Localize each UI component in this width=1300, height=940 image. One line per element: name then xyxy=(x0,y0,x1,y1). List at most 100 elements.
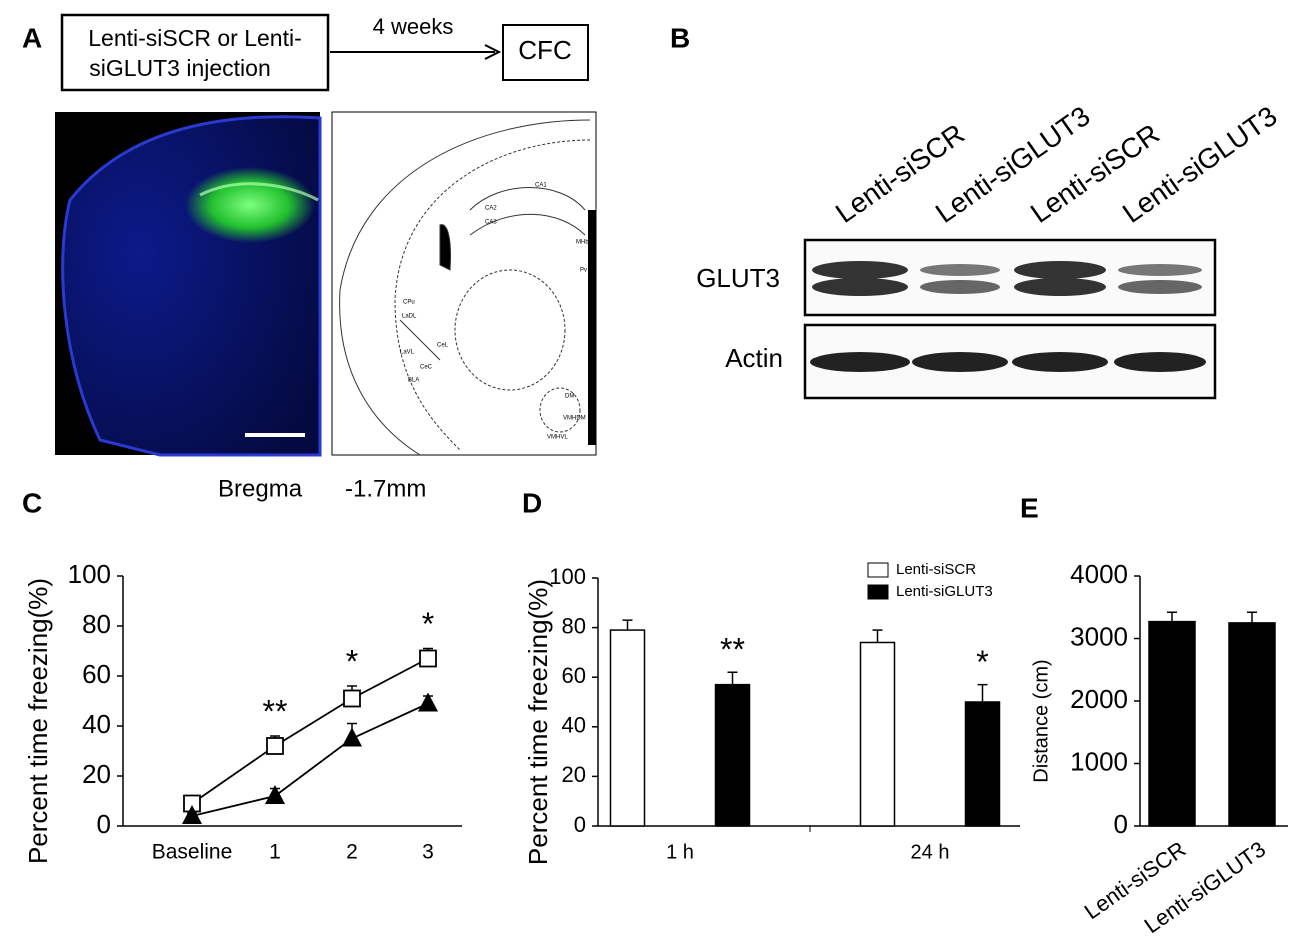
gfp-signal xyxy=(185,167,315,243)
lane-label: Lenti-siGLUT3 xyxy=(930,100,1096,229)
x-tick-label: 24 h xyxy=(911,841,950,863)
y-tick-label: 20 xyxy=(562,762,586,787)
marker xyxy=(342,727,362,747)
y-tick-label: 0 xyxy=(1114,809,1128,839)
panel-label: A xyxy=(22,22,42,53)
x-tick-label: 3 xyxy=(422,841,434,864)
panel-label: C xyxy=(22,487,42,518)
atlas-label: MHb xyxy=(576,240,589,246)
image-frame xyxy=(331,111,597,456)
box xyxy=(60,13,330,92)
marker xyxy=(265,785,285,804)
atlas-label: CeL xyxy=(437,343,449,349)
atlas-label: VMHDM xyxy=(563,416,586,422)
caption: Bregma xyxy=(218,475,303,502)
annotation: * xyxy=(976,644,988,680)
bar xyxy=(1228,622,1276,827)
timeline-diagram: Lenti-siSCR or Lenti- siGLUT3 injection … xyxy=(60,13,589,92)
brain-section xyxy=(61,115,322,457)
x-tick-label: 1 h xyxy=(666,841,694,863)
bands xyxy=(810,261,1206,372)
outline xyxy=(539,387,581,433)
legend-swatch xyxy=(867,562,889,578)
hippocampus xyxy=(469,187,586,236)
bar xyxy=(609,629,646,827)
y-tick-label: 80 xyxy=(82,609,111,639)
arrow-label: 4 weeks xyxy=(373,14,454,39)
panel-label: D xyxy=(522,487,542,518)
y-axis-label: Distance (cm) xyxy=(1030,659,1052,782)
box-text: CFC xyxy=(518,35,571,65)
bar xyxy=(714,683,751,827)
band xyxy=(1118,264,1202,276)
y-tick-label: 0 xyxy=(574,812,586,837)
x-tick-label: 1 xyxy=(269,841,281,864)
band xyxy=(1118,280,1202,294)
atlas-label: BLA xyxy=(408,378,419,384)
midline xyxy=(588,210,596,445)
series-line xyxy=(191,702,429,817)
bar xyxy=(859,641,896,827)
annotation: * xyxy=(346,643,358,679)
atlas-label: LaDL xyxy=(402,314,417,320)
bar xyxy=(964,701,1001,827)
marker xyxy=(419,649,437,668)
atlas-label: CeC xyxy=(420,365,433,371)
band xyxy=(1014,261,1106,279)
y-tick-label: 4000 xyxy=(1070,559,1128,589)
annotation: * xyxy=(422,606,434,642)
legend-label: Lenti-siSCR xyxy=(896,561,976,578)
marker xyxy=(266,737,284,755)
gfp-signal xyxy=(199,182,319,202)
y-tick-label: 100 xyxy=(549,564,586,589)
box-text: Lenti-siSCR or Lenti- xyxy=(88,25,301,51)
annotation: ** xyxy=(263,693,288,729)
western-blot: Lenti-siSCR Lenti-siGLUT3 Lenti-siSCR Le… xyxy=(696,100,1283,400)
band xyxy=(1014,278,1106,296)
marker xyxy=(418,692,438,712)
row-label: GLUT3 xyxy=(696,263,780,293)
fluorescence-image xyxy=(55,112,322,457)
atlas-label: Pv xyxy=(580,268,587,274)
atlas-label: CA1 xyxy=(535,183,547,189)
atlas-labels: CA1 CA2 CA3 MHb Pv CPu LaDL LaVL CeL CeC… xyxy=(400,183,589,441)
y-tick-label: 40 xyxy=(562,713,586,738)
y-tick-label: 2000 xyxy=(1070,684,1128,714)
x-tick-label: 2 xyxy=(346,841,358,864)
legend-swatch xyxy=(867,584,889,600)
panel-label: B xyxy=(670,22,690,53)
band xyxy=(1012,352,1108,372)
band xyxy=(812,278,908,296)
marker xyxy=(182,805,202,824)
x-tick-label: Baseline xyxy=(152,841,233,864)
y-tick-label: 1000 xyxy=(1070,746,1128,776)
atlas-image xyxy=(331,111,597,456)
y-tick-label: 3000 xyxy=(1070,621,1128,651)
atlas-label: LaVL xyxy=(400,350,415,356)
band xyxy=(810,352,910,372)
arrow-head xyxy=(484,44,502,60)
bar xyxy=(1148,620,1196,827)
legend-label: Lenti-siGLUT3 xyxy=(896,583,993,600)
band xyxy=(920,280,1000,294)
row-label: Actin xyxy=(725,343,783,373)
box xyxy=(502,24,589,81)
atlas-label: DM xyxy=(565,394,574,400)
atlas-label: CA3 xyxy=(485,220,497,226)
y-tick-label: 80 xyxy=(562,613,586,638)
atlas-label: CPu xyxy=(403,300,415,306)
band xyxy=(1114,352,1206,372)
y-tick-label: 100 xyxy=(68,559,111,589)
series-line xyxy=(191,657,429,805)
panel-labels: A B C D E xyxy=(22,22,1039,523)
panel-label: E xyxy=(1020,492,1039,523)
band xyxy=(812,261,908,279)
annotation: ** xyxy=(720,632,745,668)
ventricle xyxy=(439,224,451,271)
y-tick-label: 40 xyxy=(82,709,111,739)
outline xyxy=(454,269,566,391)
outline xyxy=(399,319,441,361)
y-tick-label: 60 xyxy=(562,663,586,688)
y-tick-label: 0 xyxy=(97,809,111,839)
